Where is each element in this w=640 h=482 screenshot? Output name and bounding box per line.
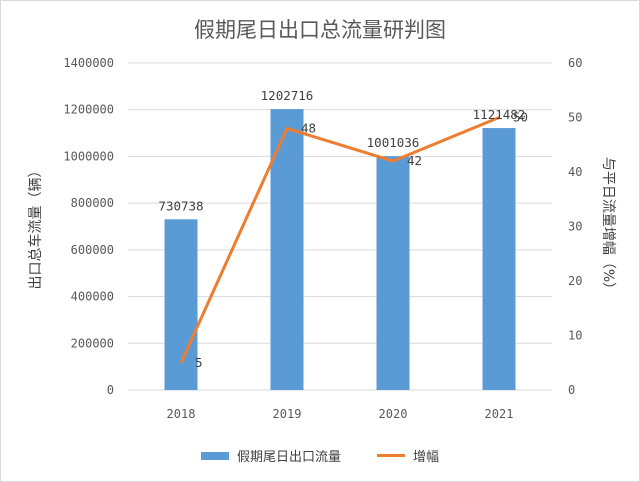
legend-bar-swatch: [200, 451, 229, 460]
legend-line-label: 增幅: [413, 450, 440, 465]
y-tick-right: 10: [568, 329, 582, 343]
x-tick: 2020: [379, 407, 408, 421]
y-axis-right-ticks: 0 10 20 30 40 50 60: [568, 56, 582, 397]
x-axis-ticks: 2018 2019 2020 2021: [167, 407, 514, 421]
x-tick: 2018: [167, 407, 196, 421]
bar: [482, 128, 516, 391]
line-data-label: 5: [195, 355, 203, 370]
line-path: [179, 116, 500, 364]
y-tick-left: 1000000: [63, 149, 114, 163]
chart-title: 假期尾日出口总流量研判图: [194, 18, 446, 42]
line-data-label: 50: [513, 110, 528, 125]
y-tick-left: 1200000: [63, 103, 114, 117]
y-tick-left: 0: [107, 383, 114, 397]
y-tick-right: 0: [568, 383, 575, 397]
data-labels: 730738 1202716 1001036 1121482 5 48 42 50: [158, 88, 528, 370]
y-axis-left-ticks: 0 200000 400000 600000 800000 1000000 1200000 1…: [63, 56, 114, 397]
legend-bar-label: 假期尾日出口流量: [236, 450, 341, 465]
bar-data-label: 730738: [158, 198, 203, 213]
legend-line-swatch: [377, 454, 405, 457]
y-tick-right: 50: [568, 111, 582, 125]
gridlines: [128, 62, 552, 391]
y-axis-left-label: 出口总车流量（辆）: [27, 164, 44, 290]
y-tick-left: 600000: [71, 243, 114, 257]
y-tick-right: 30: [568, 220, 582, 234]
y-tick-left: 1400000: [63, 56, 114, 70]
x-tick: 2021: [485, 407, 514, 421]
bar-data-label: 1001036: [367, 135, 420, 150]
legend: 假期尾日出口流量 增幅: [0, 446, 640, 465]
bar-data-label: 1202716: [261, 88, 314, 103]
legend-item-bar: 假期尾日出口流量: [200, 446, 341, 465]
y-axis-right-label: 与平日流量增幅（%）: [600, 157, 616, 296]
y-tick-right: 60: [568, 56, 582, 70]
bar: [164, 219, 198, 390]
y-tick-right: 40: [568, 165, 582, 179]
x-tick: 2019: [273, 407, 302, 421]
line-series: [179, 116, 500, 364]
bar-series: [164, 109, 516, 391]
y-tick-left: 400000: [71, 290, 114, 304]
legend-item-line: 增幅: [377, 446, 439, 465]
line-data-label: 48: [301, 120, 316, 135]
line-data-label: 42: [407, 153, 422, 168]
y-tick-right: 20: [568, 274, 582, 288]
y-tick-left: 800000: [71, 196, 114, 210]
bar: [376, 156, 410, 390]
y-tick-left: 200000: [71, 336, 114, 350]
bar-data-label: 1121482: [473, 107, 526, 122]
